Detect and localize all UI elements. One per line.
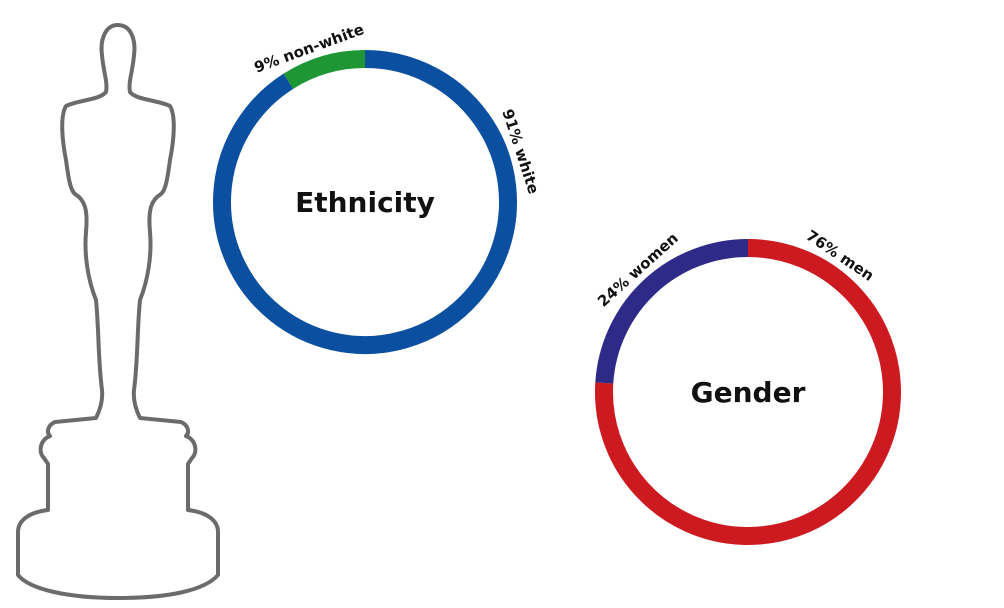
donut-segment <box>283 50 366 89</box>
chart-title: Gender <box>691 376 806 409</box>
chart-title: Ethnicity <box>295 186 435 219</box>
donut-segment <box>595 239 749 384</box>
donut-segment <box>595 239 901 545</box>
oscar-statuette <box>16 23 220 600</box>
donut-segment <box>213 50 517 354</box>
